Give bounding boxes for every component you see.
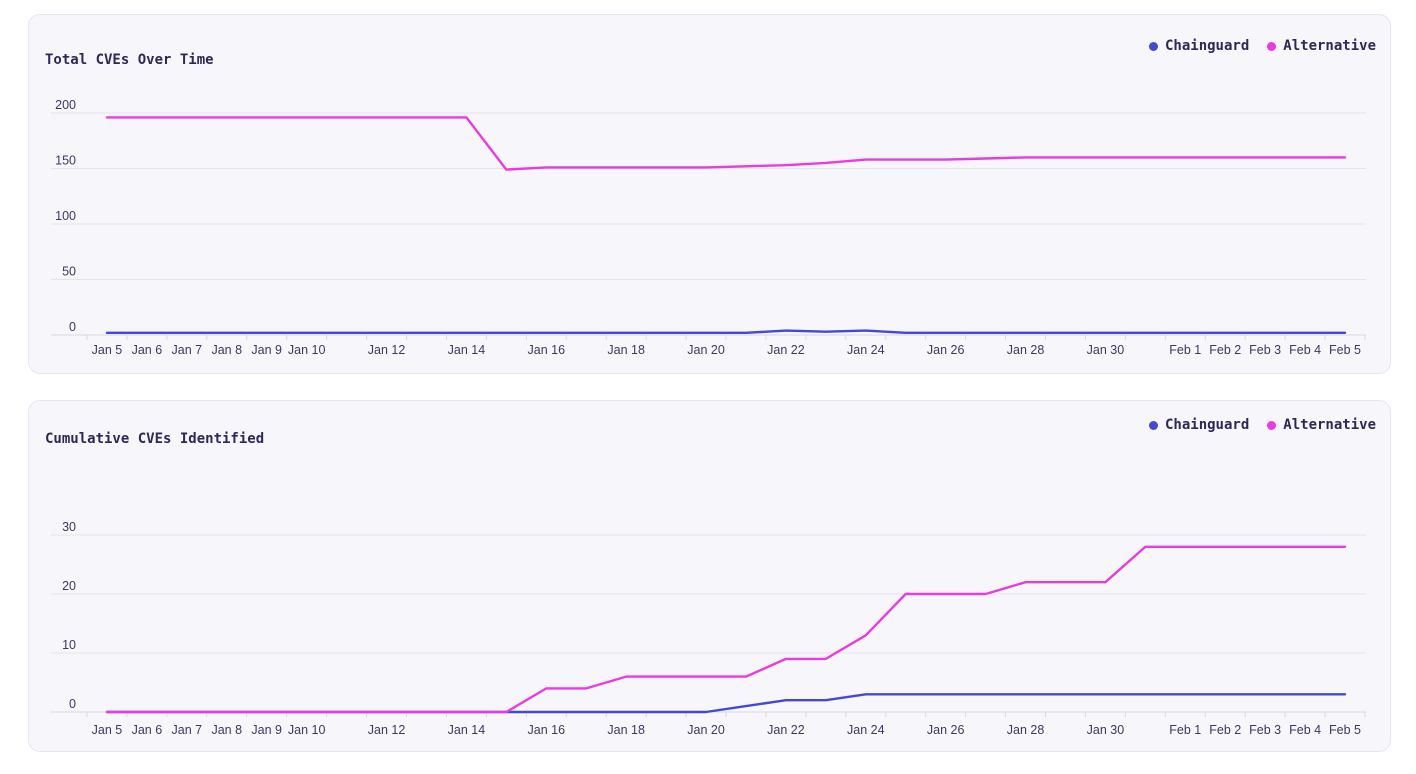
- x-tick-label: Jan 28: [1007, 723, 1045, 737]
- y-tick-label: 50: [62, 265, 76, 279]
- legend-dot-icon: [1267, 420, 1277, 430]
- legend-item-alternative: Alternative: [1267, 38, 1376, 54]
- x-tick-label: Jan 30: [1087, 343, 1125, 357]
- legend-item-alternative: Alternative: [1267, 417, 1376, 433]
- series-line-chainguard: [105, 693, 1347, 714]
- x-tick-label: Feb 5: [1329, 723, 1361, 737]
- y-tick-label: 200: [55, 98, 76, 112]
- legend-label: Alternative: [1283, 38, 1376, 54]
- y-tick-label: 100: [55, 209, 76, 223]
- total-cves-chart-card: 0 50 100 150 200 Jan 5 Jan 6 Jan 7 Jan 8 Jan 9 Jan…: [28, 14, 1391, 374]
- x-tick-label: Jan 20: [687, 723, 725, 737]
- legend-item-chainguard: Chainguard: [1148, 417, 1250, 433]
- legend-total-cves: Chainguard Alternative: [1148, 38, 1376, 54]
- x-tick-label: Jan 24: [847, 723, 885, 737]
- series-line-alternative: [105, 116, 1347, 171]
- x-tick-label: Feb 2: [1209, 723, 1241, 737]
- x-tick-label: Jan 8: [211, 343, 242, 357]
- x-tick-label: Jan 6: [132, 343, 163, 357]
- x-tick-label: Jan 14: [448, 723, 486, 737]
- legend-dot-icon: [1148, 41, 1158, 51]
- total-cves-chart-canvas[interactable]: 0 50 100 150 200 Jan 5 Jan 6 Jan 7 Jan 8 Jan 9 Jan…: [29, 15, 1390, 373]
- y-tick-label: 30: [62, 520, 76, 534]
- x-tick-label: Jan 5: [92, 723, 123, 737]
- legend-label: Chainguard: [1164, 417, 1250, 433]
- x-tick-label: Feb 4: [1289, 723, 1321, 737]
- y-tick-label: 0: [69, 697, 76, 711]
- x-tick-label: Jan 12: [368, 343, 406, 357]
- x-tick-label: Jan 18: [607, 723, 645, 737]
- cumulative-cves-chart-card: 0 10 20 30 Jan 5 Jan 6 Jan 7 Jan 8 Jan 9 Jan 10 Ja…: [28, 400, 1391, 752]
- x-tick-label: Jan 26: [927, 723, 965, 737]
- cumulative-cves-chart-canvas[interactable]: 0 10 20 30 Jan 5 Jan 6 Jan 7 Jan 8 Jan 9 Jan 10 Ja…: [29, 401, 1390, 751]
- y-tick-label: 20: [62, 579, 76, 593]
- legend-dot-icon: [1267, 41, 1277, 51]
- series-line-chainguard: [105, 329, 1347, 334]
- x-tick-label: Jan 20: [687, 343, 725, 357]
- x-tick-label: Jan 24: [847, 343, 885, 357]
- legend-item-chainguard: Chainguard: [1148, 38, 1250, 54]
- y-tick-label: 10: [62, 638, 76, 652]
- x-tick-label: Feb 4: [1289, 343, 1321, 357]
- legend-label: Chainguard: [1164, 38, 1250, 54]
- x-tick-label: Jan 22: [767, 343, 805, 357]
- legend-dot-icon: [1148, 420, 1158, 430]
- x-tick-label: Jan 6: [132, 723, 163, 737]
- legend-label: Alternative: [1283, 417, 1376, 433]
- x-tick-label: Jan 14: [448, 343, 486, 357]
- chart-title-cumulative-cves: Cumulative CVEs Identified: [45, 430, 265, 447]
- x-tick-label: Jan 26: [927, 343, 965, 357]
- x-tick-label: Jan 9: [251, 343, 282, 357]
- x-tick-label: Jan 28: [1007, 343, 1045, 357]
- x-tick-label: Jan 5: [92, 343, 123, 357]
- chart-title-total-cves: Total CVEs Over Time: [45, 51, 214, 68]
- x-tick-label: Jan 8: [211, 723, 242, 737]
- legend-cumulative-cves: Chainguard Alternative: [1148, 417, 1376, 433]
- x-tick-label: Jan 10: [288, 343, 326, 357]
- x-tick-label: Jan 18: [607, 343, 645, 357]
- x-tick-label: Jan 7: [172, 343, 203, 357]
- x-tick-label: Jan 7: [172, 723, 203, 737]
- x-tick-label: Jan 12: [368, 723, 406, 737]
- x-tick-label: Jan 16: [528, 343, 566, 357]
- y-tick-label: 0: [69, 320, 76, 334]
- x-tick-label: Feb 1: [1169, 723, 1201, 737]
- series-line-alternative: [105, 545, 1347, 714]
- x-tick-label: Jan 22: [767, 723, 805, 737]
- x-tick-label: Feb 2: [1209, 343, 1241, 357]
- x-tick-label: Jan 30: [1087, 723, 1125, 737]
- x-tick-label: Feb 1: [1169, 343, 1201, 357]
- x-tick-label: Jan 9: [251, 723, 282, 737]
- x-tick-label: Jan 10: [288, 723, 326, 737]
- x-tick-label: Feb 5: [1329, 343, 1361, 357]
- y-tick-label: 150: [55, 154, 76, 168]
- x-tick-label: Feb 3: [1249, 343, 1281, 357]
- x-tick-label: Feb 3: [1249, 723, 1281, 737]
- x-tick-label: Jan 16: [528, 723, 566, 737]
